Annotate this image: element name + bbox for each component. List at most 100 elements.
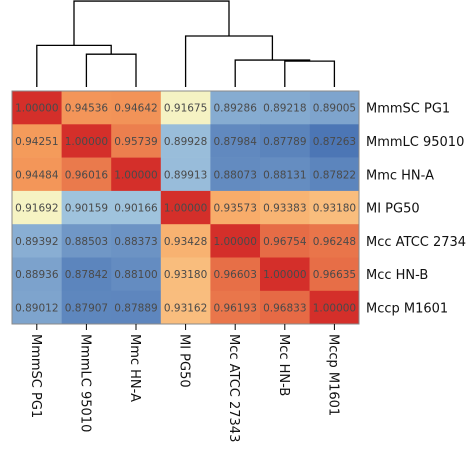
heatmap-cell [12, 190, 62, 225]
cell-value-label: 0.88100 [114, 269, 157, 281]
heatmap-cell [160, 91, 211, 125]
cell-value-label: 0.87263 [313, 136, 356, 148]
cell-value-label: 0.89012 [15, 302, 58, 314]
cell-value-label: 0.93573 [213, 203, 256, 215]
heatmap-cell [309, 224, 360, 258]
cell-value-label: 0.96248 [313, 236, 356, 248]
dendrogram-link [184, 35, 274, 87]
dendrogram-link [36, 44, 112, 87]
cell-value-label: 0.96833 [263, 302, 306, 314]
row-label: MI PG50 [366, 202, 420, 217]
cell-value-label: 0.89286 [213, 103, 257, 115]
heatmap-cell [160, 124, 211, 158]
cell-value-label: 0.94642 [114, 103, 157, 115]
cell-value-label: 0.93180 [313, 203, 356, 215]
cell-value-label: 0.88131 [263, 169, 306, 181]
heatmap-cell [260, 91, 310, 125]
cell-value-label: 0.94536 [65, 103, 109, 115]
heatmap-cell [12, 157, 62, 192]
row-label: MmmSC PG1 [366, 102, 450, 117]
heatmap-cell [309, 257, 360, 292]
cell-value-label: 0.88503 [65, 236, 108, 248]
cell-value-label: 1.00000 [15, 103, 58, 115]
dendrogram-link [234, 59, 311, 87]
heatmap-cell [210, 224, 261, 258]
cell-value-label: 0.87842 [65, 269, 108, 281]
cell-value-label: 0.87984 [213, 136, 257, 148]
heatmap-cell [309, 124, 360, 158]
heatmap-cell [111, 91, 162, 125]
heatmap-cell [111, 257, 162, 292]
heatmap-cell [260, 290, 310, 325]
heatmap-cell [12, 290, 62, 325]
cell-value-label: 0.90159 [65, 203, 108, 215]
heatmap-cell [309, 190, 360, 225]
cell-value-label: 0.93383 [263, 203, 306, 215]
cell-value-label: 0.87889 [114, 302, 157, 314]
heatmap-cell [309, 157, 360, 192]
cell-value-label: 0.94484 [15, 169, 59, 181]
heatmap-cell [309, 91, 360, 125]
heatmap-cell [111, 157, 162, 192]
row-label: Mcc ATCC 2734 [366, 235, 466, 250]
cell-value-label: 0.89005 [313, 103, 356, 115]
column-label: MmmLC 95010 [77, 334, 92, 432]
cell-value-label: 0.93162 [164, 302, 207, 314]
cell-value-label: 1.00000 [114, 169, 157, 181]
row-label: MmmLC 95010 [366, 135, 464, 150]
heatmap-cell [12, 257, 62, 292]
heatmap-cell [111, 290, 162, 325]
heatmap-cell [61, 91, 112, 125]
cell-value-label: 0.89928 [164, 136, 207, 148]
heatmap-cell [210, 124, 261, 158]
cell-value-label: 0.96754 [263, 236, 307, 248]
heatmap-cell [12, 124, 62, 158]
cell-value-label: 0.88936 [15, 269, 59, 281]
heatmap-cell [260, 224, 310, 258]
cell-value-label: 0.88373 [114, 236, 157, 248]
heatmap-cell [61, 257, 112, 292]
heatmap-cell [309, 290, 360, 325]
heatmap-cell [260, 257, 310, 292]
row-label: Mccp M1601 [366, 301, 448, 316]
cell-value-label: 0.96603 [213, 269, 256, 281]
cell-value-label: 1.00000 [263, 269, 306, 281]
cell-value-label: 0.91675 [164, 103, 207, 115]
row-label: Mcc HN-B [366, 268, 428, 283]
cell-value-label: 0.95739 [114, 136, 157, 148]
heatmap-cell [111, 224, 162, 258]
heatmap-cell [12, 91, 62, 125]
heatmap-cell [111, 124, 162, 158]
heatmap-cell [61, 190, 112, 225]
dendrogram-link [85, 53, 137, 87]
cell-value-label: 0.91692 [15, 203, 58, 215]
cell-value-label: 0.87907 [65, 302, 108, 314]
heatmap-cell [61, 124, 112, 158]
heatmap-cell-values: 1.00000 0.94536 0.94642 0.91675 0.89286 0.892… [15, 103, 356, 315]
row-label: Mmc HN-A [366, 168, 434, 183]
cell-value-label: 0.88073 [213, 169, 256, 181]
cell-value-label: 0.89913 [164, 169, 207, 181]
cell-value-label: 0.96016 [65, 169, 109, 181]
cell-value-label: 0.93180 [164, 269, 207, 281]
column-labels: MmmSC PG1 MmmLC 95010 Mmc HN-A MI PG50 Mcc A… [28, 324, 340, 442]
cell-value-label: 1.00000 [313, 302, 356, 314]
column-dendrogram [36, 0, 336, 87]
heatmap-cell [260, 124, 310, 158]
column-label: Mcc ATCC 27343 [226, 334, 241, 442]
heatmap-cell [111, 190, 162, 225]
heatmap-cell [210, 157, 261, 192]
dendrogram-link [73, 0, 230, 46]
cell-value-label: 0.93428 [164, 236, 207, 248]
heatmap-cell [210, 190, 261, 225]
cell-value-label: 0.96193 [213, 302, 256, 314]
column-label: Mccp M1601 [325, 334, 340, 416]
heatmap-cell [210, 91, 261, 125]
column-label: Mcc HN-B [276, 334, 291, 396]
heatmap-cells [12, 91, 360, 325]
dendrogram-link [284, 60, 336, 87]
heatmap-cell [210, 290, 261, 325]
heatmap-cell [12, 224, 62, 258]
column-label: MI PG50 [177, 334, 192, 388]
